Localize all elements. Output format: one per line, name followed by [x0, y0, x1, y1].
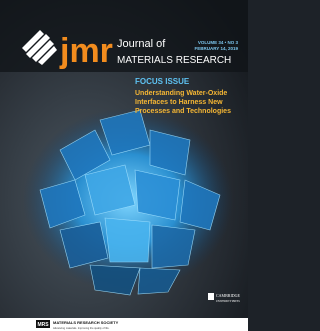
society-name: MATERIALS RESEARCH SOCIETY [53, 320, 119, 325]
crystal-block [105, 218, 150, 262]
focus-title-line: Understanding Water-Oxide [135, 90, 227, 97]
journal-name-line: Journal of [117, 38, 166, 50]
focus-title-line: Interfaces to Harness New [135, 99, 223, 106]
focus-label: FOCUS ISSUE [135, 77, 190, 86]
journal-acronym: jmr [59, 32, 113, 70]
volume: VOLUME 34 • NO 3 [198, 40, 239, 45]
issue-date: FEBRUARY 14, 2019 [194, 46, 238, 51]
society-tagline: Advancing materials. Improving the quali… [53, 326, 110, 330]
publisher-name: UNIVERSITY PRESS [216, 300, 240, 303]
society-acronym: MRS [37, 322, 49, 328]
journal-cover: jmr Journal of MATERIALS RESEARCH VOLUME… [0, 0, 248, 331]
publisher-shield [208, 293, 214, 300]
journal-name-line: MATERIALS RESEARCH [117, 55, 231, 66]
crystal-block [152, 225, 195, 268]
focus-title-line: Processes and Technologies [135, 108, 231, 115]
publisher-name: CAMBRIDGE [216, 293, 241, 298]
